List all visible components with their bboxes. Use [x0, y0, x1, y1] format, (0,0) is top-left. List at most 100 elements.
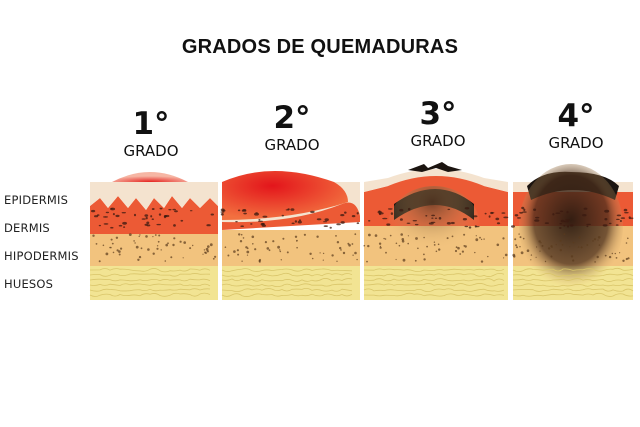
hypodermis-dot: [138, 235, 140, 238]
hypodermis-dot: [348, 244, 351, 247]
dermis-speckle: [501, 212, 506, 214]
hypodermis-layer: [90, 232, 218, 266]
hypodermis-dot: [502, 237, 505, 240]
hypodermis-dot: [147, 248, 150, 251]
hypodermis-dot: [137, 258, 140, 261]
hypodermis-dot: [206, 250, 209, 253]
hypodermis-dot: [389, 234, 392, 237]
dermis-speckle: [407, 207, 411, 211]
bone-contour: [221, 278, 353, 282]
dermis-speckle: [144, 214, 149, 217]
hypodermis-dot: [205, 247, 209, 251]
hypodermis-dot: [592, 240, 594, 242]
hypodermis-dot: [627, 237, 629, 240]
dermis-speckle: [173, 224, 176, 227]
dermis-speckle: [412, 220, 417, 222]
dermis-speckle: [472, 215, 478, 218]
hypodermis-dot: [264, 241, 267, 244]
dermis-speckle: [146, 221, 150, 225]
hypodermis-dot: [205, 252, 207, 254]
hypodermis-dot: [374, 234, 378, 237]
dermis-speckle: [604, 209, 610, 213]
hypodermis-dot: [578, 236, 581, 239]
dermis-speckle: [624, 212, 629, 214]
dermis-speckle: [559, 223, 563, 225]
dermis-speckle: [174, 210, 178, 213]
dermis-speckle: [323, 221, 328, 223]
hypodermis-dot: [112, 251, 115, 254]
dermis-speckle: [447, 208, 451, 211]
degree-1-label: GRADO: [123, 142, 179, 160]
hypodermis-dot: [240, 233, 243, 236]
hypodermis-dot: [463, 233, 466, 236]
hypodermis-dot: [111, 242, 114, 245]
hypodermis-dot: [277, 245, 280, 249]
hypodermis-dot: [266, 247, 270, 250]
hypodermis-dot: [118, 253, 121, 256]
hypodermis-dot: [156, 247, 159, 250]
dermis-speckle: [329, 226, 332, 229]
hypodermis-dot: [496, 243, 500, 247]
hypodermis-dot: [526, 249, 530, 252]
dermis-speckle: [464, 207, 470, 210]
dermis-speckle: [145, 216, 148, 220]
dermis-speckle: [220, 208, 225, 212]
dermis-speckle: [522, 211, 527, 213]
hypodermis-dot: [563, 233, 566, 236]
hypodermis-dot: [140, 247, 143, 250]
dermis-speckle: [297, 220, 302, 224]
hypodermis-dot: [207, 245, 210, 248]
hypodermis-dot: [286, 251, 289, 254]
hypodermis-dot: [461, 250, 464, 253]
hypodermis-dot: [378, 242, 382, 245]
hypodermis-dot: [614, 252, 616, 255]
dermis-speckle: [163, 215, 167, 219]
dermis-speckle: [150, 215, 153, 218]
hypodermis-dot: [520, 251, 524, 255]
hypodermis-dot: [530, 254, 533, 256]
hypodermis-dot: [417, 247, 419, 250]
hypodermis-dot: [354, 233, 357, 236]
bone-contour: [221, 288, 353, 292]
degree-3-number: 3°: [419, 96, 457, 132]
hypodermis-dot: [347, 242, 350, 245]
hypodermis-dot: [203, 249, 206, 251]
hypodermis-dot: [280, 259, 282, 261]
hypodermis-dot: [92, 234, 95, 237]
hypodermis-dot: [192, 244, 194, 247]
hypodermis-dot: [540, 242, 542, 244]
dermis-speckle: [141, 218, 146, 220]
hypodermis-dot: [437, 243, 440, 246]
bone-contour: [89, 283, 211, 287]
skin-panel-degree-2: [220, 171, 360, 300]
dermis-speckle: [566, 225, 570, 228]
hypodermis-dot: [152, 236, 154, 238]
hypodermis-dot: [512, 253, 516, 257]
bone-contour: [89, 288, 211, 292]
hypodermis-dot: [459, 253, 462, 255]
dermis-speckle: [172, 208, 176, 211]
dermis-speckle: [382, 217, 388, 220]
hypodermis-dot: [622, 259, 625, 262]
hypodermis-dot: [227, 254, 230, 257]
hypodermis-dot: [242, 237, 245, 239]
dermis-speckle: [586, 225, 589, 228]
dermis-speckle: [534, 219, 540, 222]
hypodermis-dot: [383, 237, 385, 240]
hypodermis-dot: [400, 233, 403, 236]
hypodermis-dot: [245, 246, 248, 249]
dermis-speckle: [121, 212, 126, 214]
hypodermis-dot: [167, 242, 169, 245]
dermis-speckle: [151, 218, 154, 220]
hypodermis-dot: [544, 260, 547, 263]
redness-bump: [112, 172, 188, 182]
hypodermis-dot: [597, 236, 601, 239]
hypodermis-dot: [183, 241, 186, 244]
bone-contour: [89, 273, 211, 277]
hypodermis-dot: [550, 245, 553, 248]
hypodermis-dot: [611, 252, 613, 255]
hypodermis-dot: [246, 254, 249, 256]
dermis-speckle: [235, 221, 238, 223]
dermis-speckle: [112, 213, 115, 216]
dermis-speckle: [565, 219, 571, 221]
